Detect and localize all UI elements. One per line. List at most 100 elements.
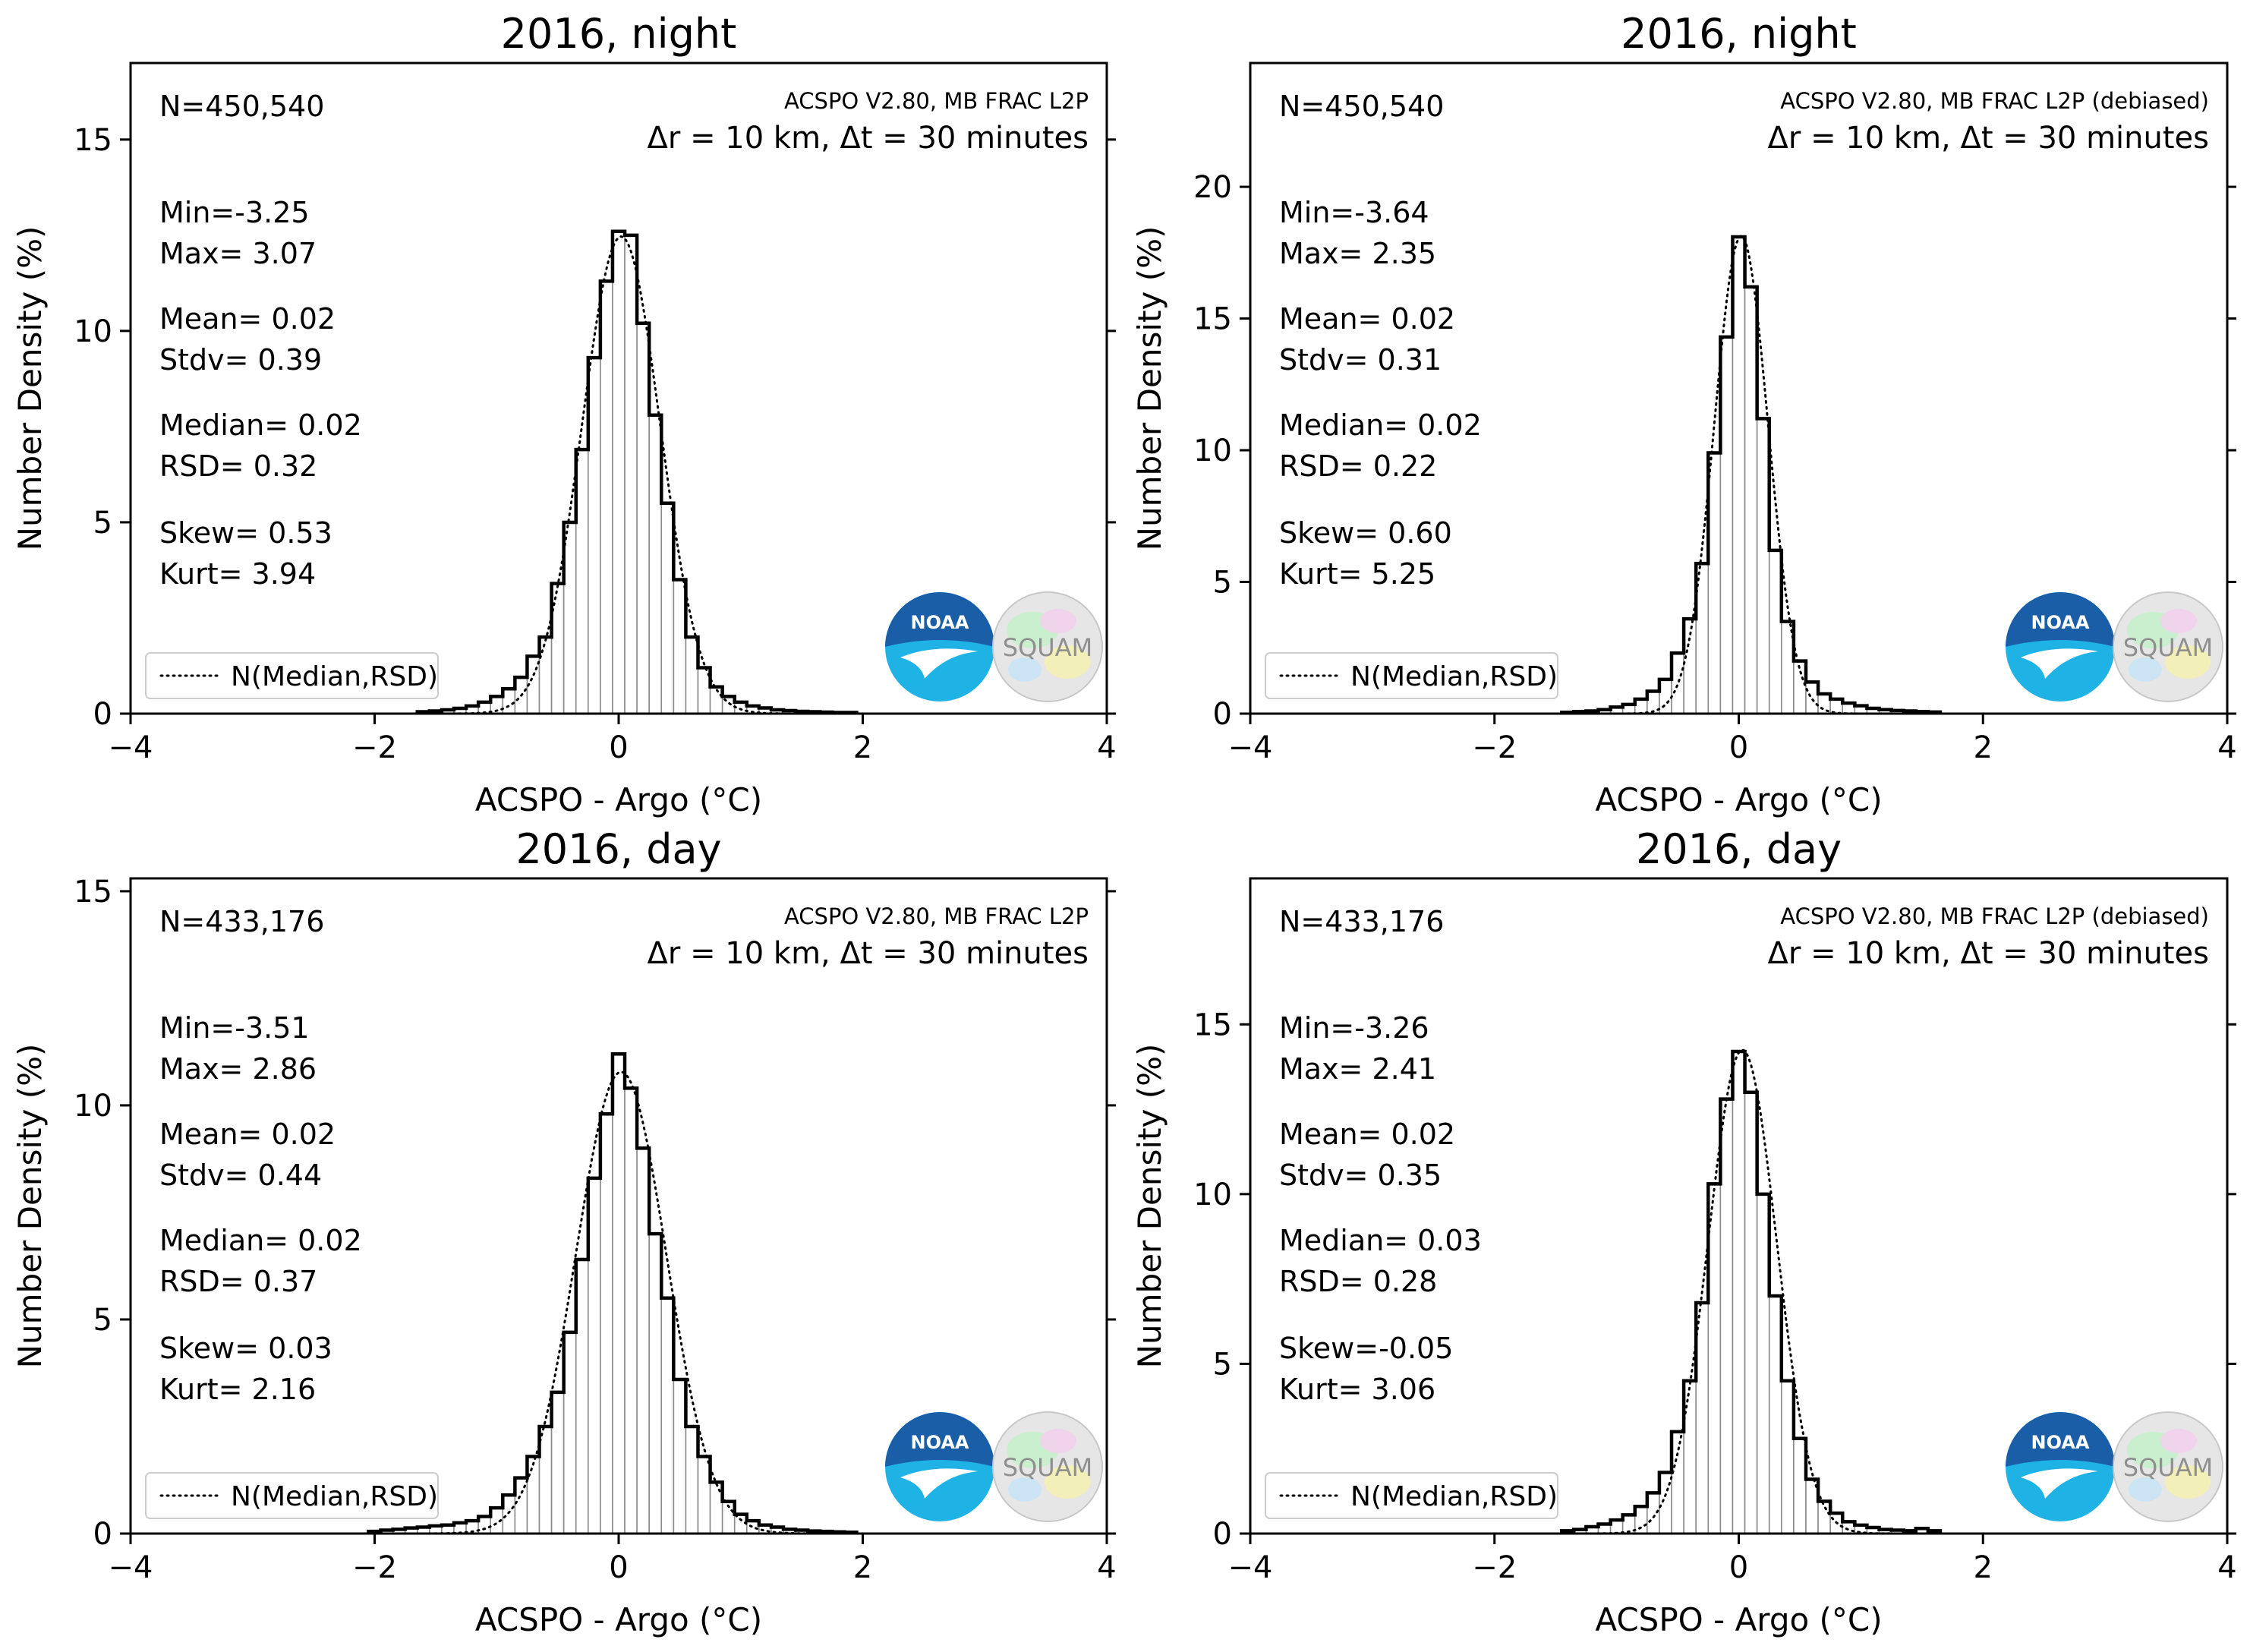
y-tick-label: 0 (93, 697, 112, 732)
chart-panel-4: 2016, day −4 −2 0 2 4 0 5 10 15 ACSPO - Argo (°C) N… (1131, 825, 2237, 1638)
histogram-bar (1744, 286, 1758, 714)
x-tick-label: 4 (1097, 730, 1116, 765)
histogram-bar (673, 1379, 687, 1534)
x-tick-label: −2 (352, 1550, 397, 1585)
sample-count: N=450,540 (159, 90, 324, 123)
stat-line: Max= 2.86 (159, 1052, 317, 1086)
histogram-bar (1744, 1091, 1758, 1534)
histogram-bar (1707, 1183, 1722, 1534)
squam-logo: SQUAM (2113, 591, 2223, 702)
x-tick-label: −2 (1472, 1550, 1517, 1585)
stat-line: Median= 0.02 (1279, 408, 1482, 442)
y-tick-label: 10 (74, 1089, 112, 1124)
y-tick-label: 5 (93, 506, 112, 541)
histogram-bar (1609, 1519, 1624, 1534)
histogram-bar (660, 502, 675, 714)
stat-line: Median= 0.03 (1279, 1224, 1482, 1257)
y-tick-label: 0 (1213, 697, 1232, 732)
legend-label: N(Median,RSD) (1350, 661, 1558, 692)
squam-logo-blob (2160, 1429, 2197, 1453)
sample-count: N=433,176 (159, 905, 324, 938)
noaa-logo-text: NOAA (911, 1432, 969, 1453)
histogram-bar (1707, 452, 1722, 714)
histogram-bar (1719, 1098, 1734, 1534)
legend-label: N(Median,RSD) (1350, 1481, 1558, 1512)
squam-logo-blob (2160, 609, 2197, 633)
x-tick-label: −4 (1228, 1550, 1273, 1585)
stat-line: RSD= 0.28 (1279, 1265, 1437, 1298)
stat-line: Min=-3.26 (1279, 1011, 1429, 1045)
legend-box (145, 1472, 439, 1519)
noaa-logo-text: NOAA (2031, 1432, 2090, 1453)
histogram-bar (588, 357, 601, 714)
histogram-bar (1768, 550, 1782, 714)
squam-logo-text: SQUAM (1003, 1453, 1092, 1482)
histogram-outline (415, 229, 859, 714)
histogram-bar (1659, 1471, 1672, 1534)
noaa-logo-text: NOAA (2031, 612, 2090, 633)
histogram-bar (636, 322, 650, 714)
histogram-bar (550, 1392, 565, 1534)
histogram-bar (612, 231, 626, 714)
noaa-logo: NOAA (885, 592, 994, 701)
chart-title: 2016, day (515, 825, 721, 873)
x-tick-label: 0 (609, 730, 628, 765)
histogram-outline (1559, 235, 1943, 714)
chart-title: 2016, night (501, 10, 737, 58)
stat-line: Kurt= 5.25 (1279, 557, 1435, 591)
x-tick-label: 4 (2217, 730, 2236, 765)
y-tick-label: 15 (74, 123, 112, 158)
histogram-bar (526, 1455, 540, 1534)
stat-line: Min=-3.25 (159, 196, 310, 229)
histogram-bar (1781, 1379, 1795, 1534)
stat-line: Skew= 0.53 (159, 516, 332, 550)
legend-label: N(Median,RSD) (231, 661, 438, 692)
x-tick-label: 2 (1974, 1550, 1993, 1585)
sample-count: N=433,176 (1279, 905, 1444, 938)
y-tick-label: 10 (1193, 1178, 1232, 1212)
histogram-bar (1634, 1505, 1648, 1534)
chart-panel-2: 2016, night −4 −2 0 2 4 0 5 10 15 20 ACSPO - Argo (… (1131, 10, 2237, 818)
squam-logo-blob (1008, 657, 1041, 682)
chart-title: 2016, night (1621, 10, 1857, 58)
noaa-logo-top (2006, 1412, 2115, 1467)
x-tick-label: 4 (2217, 1550, 2236, 1585)
stat-line: Median= 0.02 (159, 408, 362, 442)
stat-line: Max= 2.41 (1279, 1052, 1436, 1086)
y-tick-label: 15 (1193, 1007, 1232, 1042)
histogram-bar (1671, 1431, 1684, 1534)
legend-label: N(Median,RSD) (231, 1481, 438, 1512)
y-tick-label: 15 (1193, 302, 1232, 337)
x-axis-label: ACSPO - Argo (°C) (1595, 781, 1882, 818)
noaa-logo-top (885, 1412, 994, 1467)
match-criteria: Δr = 10 km, Δt = 30 minutes (648, 936, 1089, 971)
noaa-logo-bird (2021, 648, 2098, 679)
histogram-bar (1732, 236, 1746, 714)
histogram-bar (600, 280, 613, 714)
stat-line: Stdv= 0.44 (159, 1159, 322, 1192)
x-tick-label: −4 (109, 730, 153, 765)
x-axis-label: ACSPO - Argo (°C) (475, 1601, 762, 1638)
squam-logo-blob (1040, 609, 1076, 633)
legend-box (145, 652, 439, 699)
stat-line: Max= 3.07 (159, 237, 317, 270)
sample-count: N=450,540 (1279, 90, 1444, 123)
squam-logo-text: SQUAM (2123, 1453, 2213, 1482)
noaa-logo-bird (900, 648, 978, 679)
stat-line: Mean= 0.02 (159, 1118, 336, 1151)
y-tick-label: 5 (93, 1303, 112, 1338)
histogram-bar (624, 235, 638, 714)
noaa-logo: NOAA (2006, 592, 2115, 701)
stat-line: Mean= 0.02 (159, 302, 336, 336)
histogram-bar (745, 1520, 760, 1534)
histogram-bar (477, 1515, 492, 1534)
source-label: ACSPO V2.80, MB FRAC L2P (debiased) (1780, 903, 2209, 929)
squam-logo-text: SQUAM (2123, 633, 2213, 662)
y-axis-label: Number Density (%) (1131, 226, 1168, 551)
histogram-bar (1817, 1500, 1831, 1534)
histogram-bar (575, 449, 589, 714)
histogram-bar (600, 1113, 613, 1534)
stat-line: RSD= 0.37 (159, 1265, 317, 1298)
histogram-bar (575, 1259, 589, 1534)
x-axis-label: ACSPO - Argo (°C) (475, 781, 762, 818)
